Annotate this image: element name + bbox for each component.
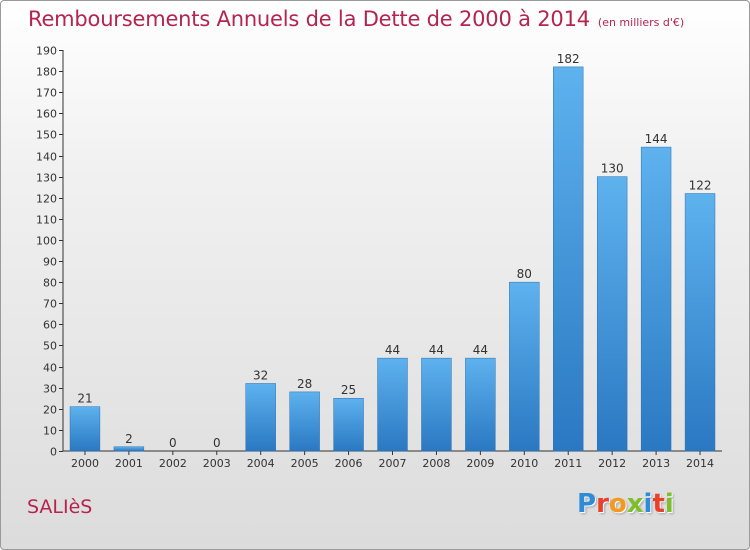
logo-letter: o — [608, 489, 627, 519]
bar-2006 — [333, 397, 364, 452]
bar-2005 — [289, 391, 320, 452]
y-tick-label: 100 — [36, 235, 57, 248]
x-tick-label: 2002 — [159, 457, 187, 470]
logo-letter: x — [626, 489, 644, 519]
x-tick-label: 2014 — [686, 457, 714, 470]
logo-letter: i — [643, 489, 653, 519]
x-tick-label: 2010 — [510, 457, 538, 470]
y-tick-label: 190 — [36, 45, 57, 58]
logo-letter: r — [596, 489, 609, 519]
x-tick-label: 2000 — [71, 457, 99, 470]
value-label-2014: 122 — [689, 179, 712, 193]
y-tick-label: 10 — [43, 425, 57, 438]
value-label-2004: 32 — [253, 368, 268, 382]
chart-title: Remboursements Annuels de la Dette de 20… — [28, 7, 684, 31]
y-tick-label: 40 — [43, 362, 57, 375]
value-label-2001: 2 — [125, 432, 133, 446]
y-tick-label: 110 — [36, 214, 57, 227]
x-tick-label: 2008 — [422, 457, 450, 470]
y-axis: 0 10 20 30 40 50 60 70 80 90 100 110 120 130 140 150 160… — [36, 45, 64, 459]
y-tick-label: 180 — [36, 66, 57, 79]
y-tick-label: 60 — [43, 319, 57, 332]
bar-2009 — [465, 357, 496, 452]
y-tick-label: 160 — [36, 108, 57, 121]
y-tick-label: 170 — [36, 87, 57, 100]
x-tick-label: 2013 — [642, 457, 670, 470]
value-label-2013: 144 — [645, 132, 668, 146]
bar-2007 — [377, 357, 408, 452]
bar-2013 — [640, 146, 672, 452]
y-tick-label: 50 — [43, 340, 57, 353]
value-label-2011: 182 — [557, 52, 580, 66]
bar-2008 — [421, 357, 452, 452]
x-tick-label: 2006 — [335, 457, 363, 470]
logo-letter: P — [577, 489, 597, 519]
bar-2000 — [69, 406, 101, 452]
value-label-2012: 130 — [601, 162, 624, 176]
bar-2004 — [245, 383, 276, 452]
bar-2012 — [596, 176, 628, 452]
bar-2011 — [553, 66, 584, 452]
x-tick-label: 2001 — [115, 457, 143, 470]
proxiti-logo[interactable]: Proxiti — [577, 489, 674, 519]
y-tick-label: 30 — [43, 383, 57, 396]
value-labels: 21 2 0 0 32 28 25 44 44 44 80 182 130 144 122 — [77, 52, 711, 450]
bar-2001 — [113, 446, 145, 452]
chart-subtitle: (en milliers d'€) — [597, 16, 685, 29]
value-label-2009: 44 — [473, 343, 488, 357]
chart-title-text: Remboursements Annuels de la Dette de 20… — [28, 7, 590, 31]
value-label-2003: 0 — [213, 436, 221, 450]
bars — [69, 66, 716, 452]
y-tick-label: 0 — [50, 446, 57, 459]
value-label-2005: 28 — [297, 377, 312, 391]
x-tick-label: 2003 — [203, 457, 231, 470]
x-tick-label: 2012 — [598, 457, 626, 470]
bar-2014 — [684, 193, 716, 452]
value-label-2010: 80 — [517, 267, 532, 281]
y-tick-label: 150 — [36, 129, 57, 142]
logo-letter: t — [652, 489, 665, 519]
x-axis: 2000 2001 2002 2003 2004 2005 2006 2007 2008 2009… — [63, 450, 722, 470]
x-tick-label: 2009 — [466, 457, 494, 470]
x-tick-label: 2011 — [554, 457, 582, 470]
y-tick-label: 80 — [43, 277, 57, 290]
y-tick-label: 120 — [36, 193, 57, 206]
y-tick-label: 90 — [43, 256, 57, 269]
y-tick-label: 130 — [36, 172, 57, 185]
commune-name: SALIèS — [27, 496, 93, 518]
y-tick-label: 140 — [36, 151, 57, 164]
y-tick-label: 20 — [43, 404, 57, 417]
value-label-2008: 44 — [429, 343, 444, 357]
x-tick-label: 2007 — [379, 457, 407, 470]
logo-letter: i — [664, 489, 674, 519]
value-label-2006: 25 — [341, 383, 356, 397]
x-tick-label: 2004 — [247, 457, 275, 470]
bar-2010 — [509, 281, 540, 452]
x-tick-label: 2005 — [291, 457, 319, 470]
value-label-2000: 21 — [77, 392, 92, 406]
y-tick-label: 70 — [43, 298, 57, 311]
value-label-2002: 0 — [169, 436, 177, 450]
value-label-2007: 44 — [385, 343, 400, 357]
